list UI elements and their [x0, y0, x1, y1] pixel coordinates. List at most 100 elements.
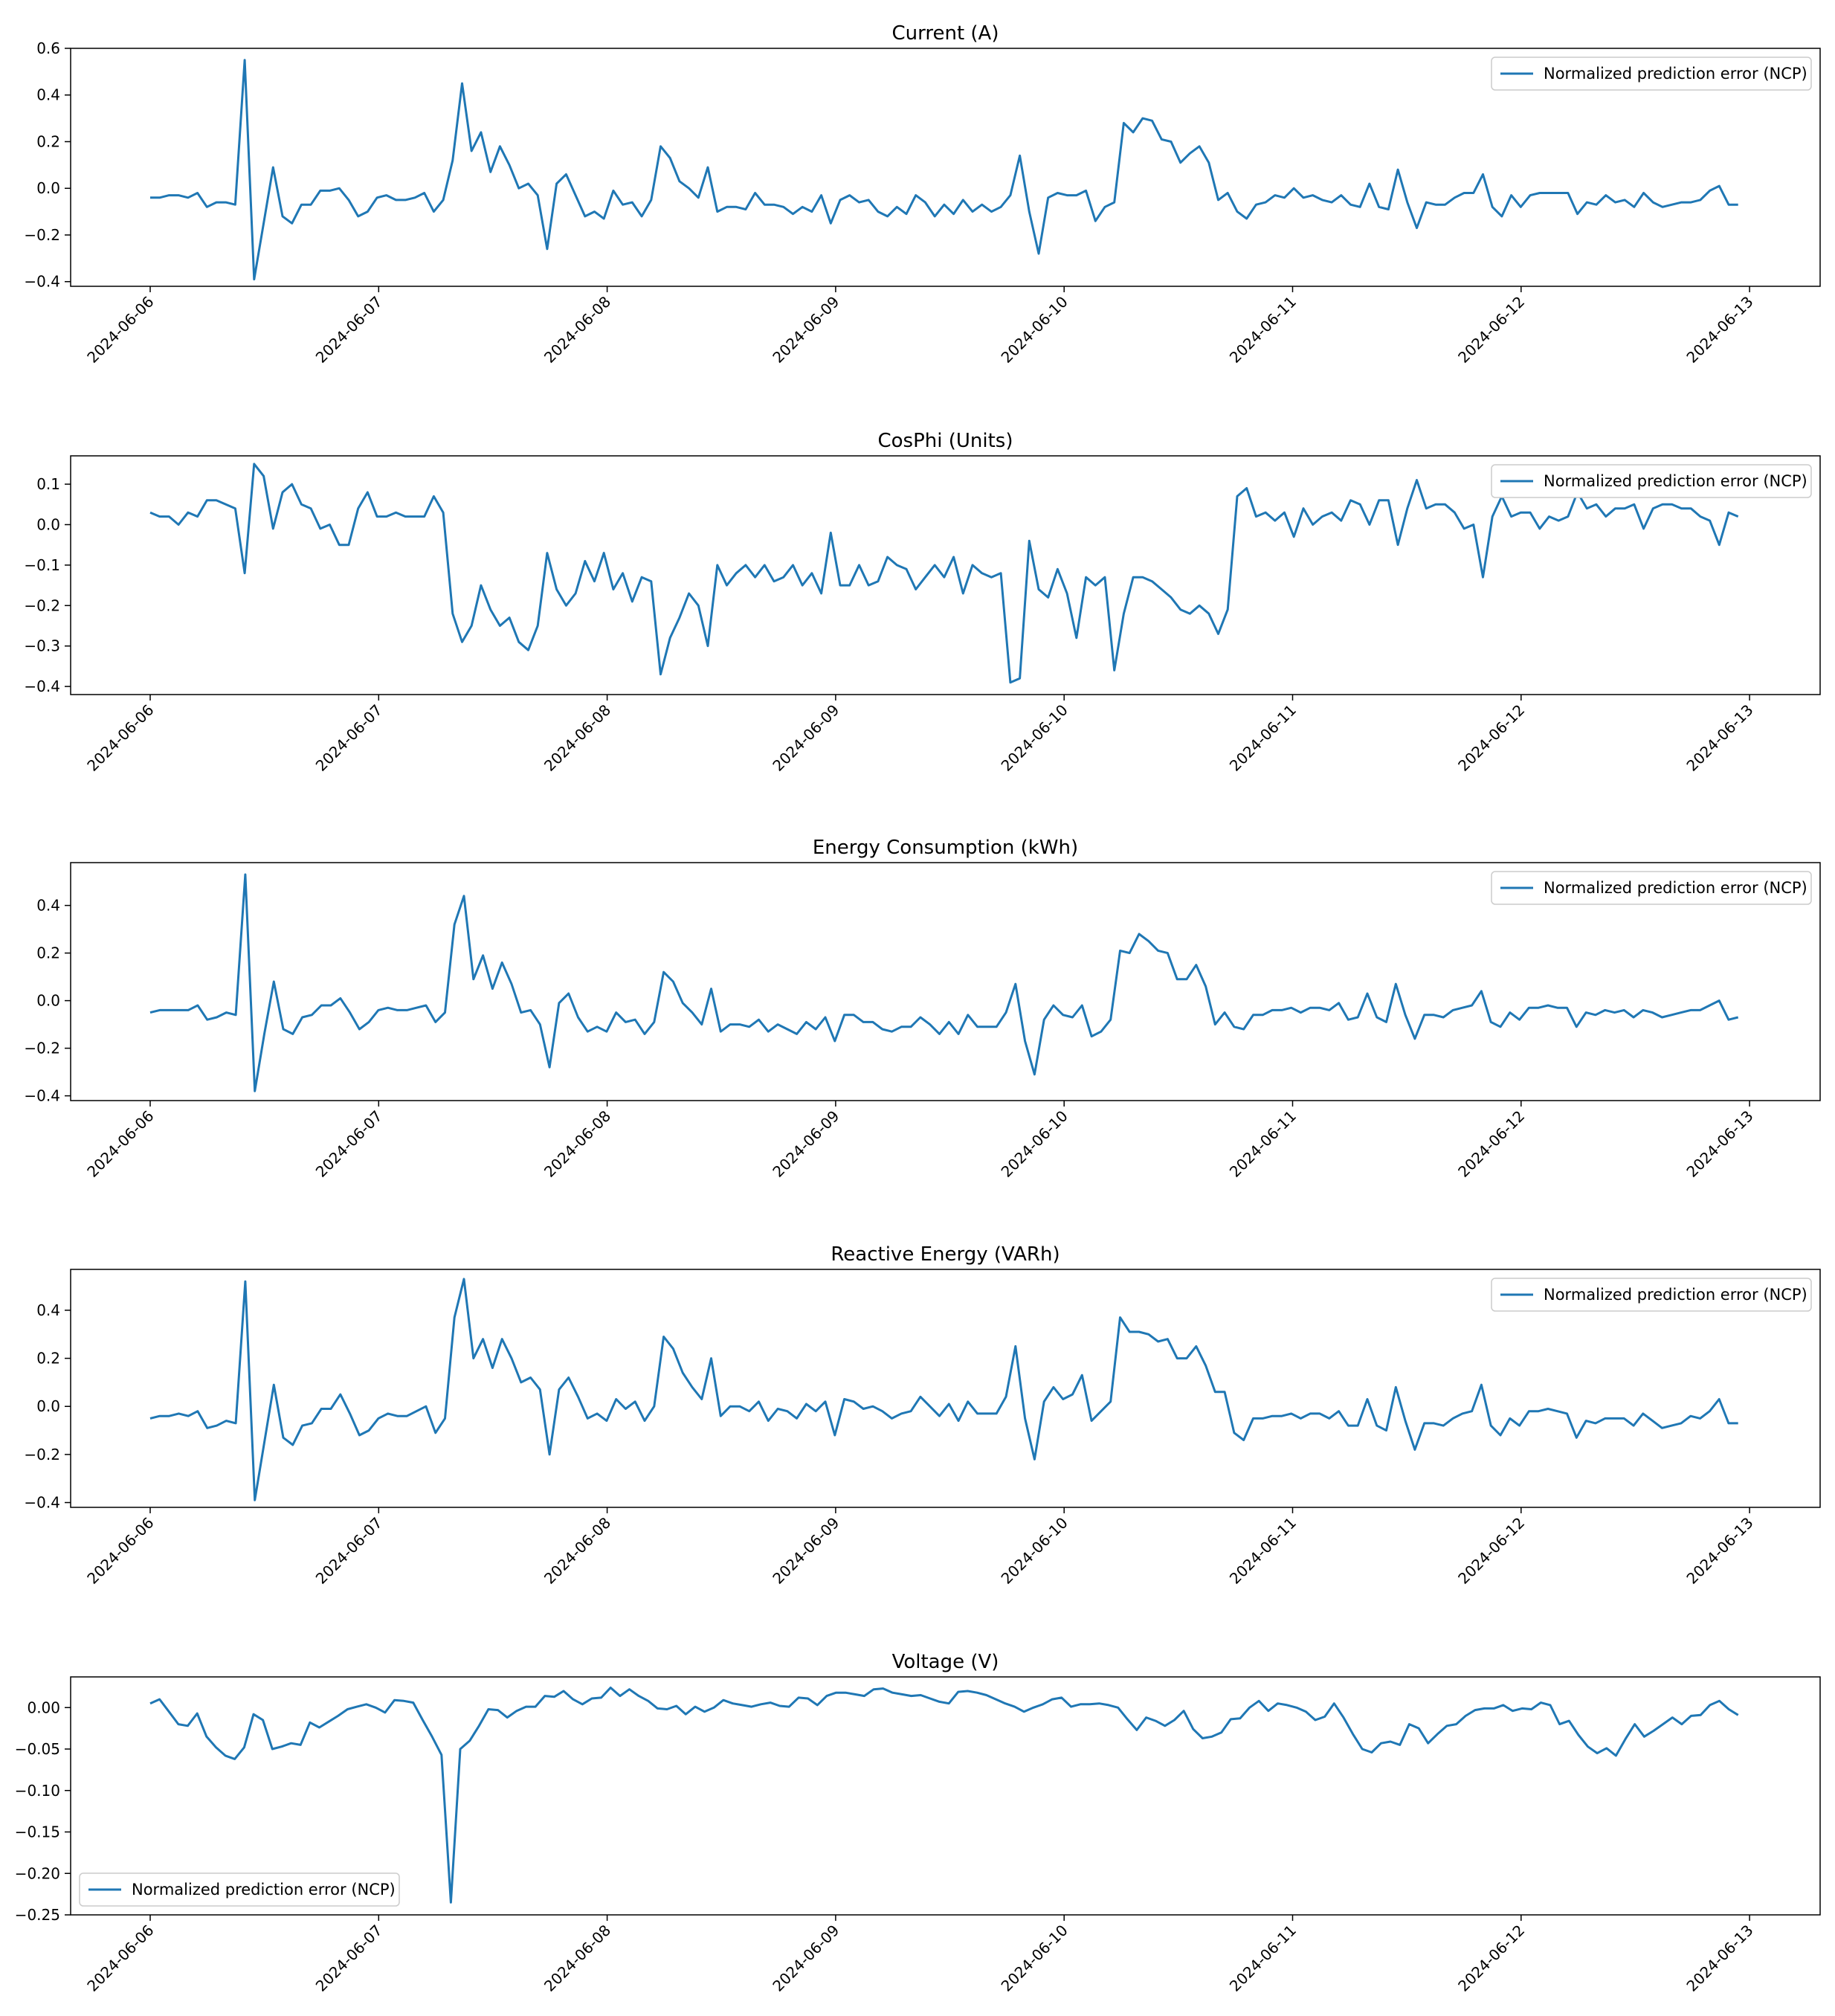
y-tick-label: 0.1 [36, 475, 60, 493]
x-tick-label: 2024-06-07 [312, 293, 386, 367]
x-tick-label: 2024-06-08 [541, 293, 614, 367]
x-tick-label: 2024-06-13 [1683, 701, 1756, 775]
legend-box [1491, 57, 1812, 91]
series-line-1 [149, 1278, 1738, 1501]
x-tick-label: 2024-06-09 [769, 293, 842, 367]
x-tick-label: 2024-06-13 [1683, 1922, 1756, 1995]
series-line-1 [149, 873, 1739, 1092]
legend-label: Normalized prediction error (NCP) [1544, 472, 1807, 490]
legend-label: Normalized prediction error (NCP) [1544, 1286, 1807, 1304]
x-tick-label: 2024-06-13 [1683, 1107, 1756, 1181]
series-line-1 [149, 1687, 1739, 1904]
x-tick-label: 2024-06-06 [83, 1107, 157, 1181]
axes-frame [70, 455, 1821, 695]
legend: Normalized prediction error (NCP) [1491, 1278, 1812, 1312]
x-tick-label: 2024-06-10 [998, 1107, 1071, 1181]
y-tick-label: 0.2 [36, 944, 60, 962]
subplot-2: CosPhi (Units) −0.4 −0.3 −0.2 −0.1 0.0 0.1 2024… [24, 430, 1821, 775]
chart-title: Voltage (V) [892, 1651, 999, 1673]
y-tick-label: −0.3 [24, 637, 60, 655]
y-tick-label: −0.4 [24, 1087, 60, 1105]
legend-box [1491, 1278, 1812, 1312]
series-line-1 [149, 463, 1739, 684]
y-tick-label: 0.2 [36, 1350, 60, 1368]
legend-label: Normalized prediction error (NCP) [1544, 65, 1807, 83]
y-tick-label: 0.00 [27, 1698, 60, 1716]
x-tick-label: 2024-06-13 [1683, 293, 1756, 367]
y-tick-label: −0.25 [15, 1906, 60, 1924]
chart-title: Energy Consumption (kWh) [813, 837, 1078, 859]
subplot-3: Energy Consumption (kWh) −0.4 −0.2 0.0 0.2 0.… [24, 837, 1821, 1181]
x-tick-label: 2024-06-06 [83, 701, 157, 775]
x-tick-label: 2024-06-11 [1226, 1107, 1300, 1181]
y-tick-label: 0.4 [36, 86, 60, 104]
subplot-4: Reactive Energy (VARh) −0.4 −0.2 0.0 0.2 0.4 2… [24, 1243, 1821, 1588]
subplot-5: Voltage (V) −0.25 −0.20 −0.15 −0.10 −0.05 0.00… [15, 1651, 1821, 1995]
x-tick-label: 2024-06-07 [312, 1922, 386, 1995]
axes-frame [70, 48, 1821, 287]
x-tick-label: 2024-06-11 [1226, 1922, 1300, 1995]
legend-box [1491, 464, 1812, 498]
y-tick-label: 0.0 [36, 992, 60, 1010]
x-tick-label: 2024-06-07 [312, 1514, 386, 1588]
y-tick-label: 0.2 [36, 132, 60, 150]
y-tick-label: 0.4 [36, 897, 60, 915]
legend: Normalized prediction error (NCP) [79, 1872, 400, 1907]
y-tick-label: −0.15 [15, 1823, 60, 1841]
x-tick-label: 2024-06-12 [1454, 1514, 1528, 1588]
y-tick-label: 0.4 [36, 1301, 60, 1319]
chart-title: Reactive Energy (VARh) [831, 1243, 1060, 1266]
y-tick-label: −0.10 [15, 1782, 60, 1800]
subplot-1: Current (A) −0.4 −0.2 0.0 0.2 0.4 0.6 2024-06-0… [24, 22, 1821, 367]
y-tick-label: 0.0 [36, 1397, 60, 1415]
x-tick-label: 2024-06-06 [83, 1514, 157, 1588]
x-tick-label: 2024-06-08 [541, 1514, 614, 1588]
axes-frame [70, 1269, 1821, 1508]
x-tick-label: 2024-06-12 [1454, 701, 1528, 775]
x-tick-label: 2024-06-13 [1683, 1514, 1756, 1588]
legend: Normalized prediction error (NCP) [1491, 57, 1812, 91]
y-tick-label: −0.20 [15, 1864, 60, 1882]
x-tick-label: 2024-06-10 [998, 701, 1071, 775]
x-tick-label: 2024-06-10 [998, 1514, 1071, 1588]
y-tick-label: −0.05 [15, 1740, 60, 1758]
x-tick-label: 2024-06-07 [312, 1107, 386, 1181]
legend: Normalized prediction error (NCP) [1491, 464, 1812, 498]
x-tick-label: 2024-06-08 [541, 1107, 614, 1181]
y-tick-label: −0.2 [24, 1040, 60, 1057]
x-tick-label: 2024-06-07 [312, 701, 386, 775]
x-tick-label: 2024-06-12 [1454, 293, 1528, 367]
legend-label: Normalized prediction error (NCP) [132, 1881, 396, 1899]
axes-frame [70, 862, 1821, 1101]
axes-frame [70, 1676, 1821, 1916]
y-tick-label: −0.4 [24, 273, 60, 291]
x-tick-label: 2024-06-10 [998, 293, 1071, 367]
x-tick-label: 2024-06-12 [1454, 1107, 1528, 1181]
x-tick-label: 2024-06-09 [769, 701, 842, 775]
x-tick-label: 2024-06-08 [541, 701, 614, 775]
chart-title: CosPhi (Units) [877, 430, 1013, 452]
legend: Normalized prediction error (NCP) [1491, 871, 1812, 905]
legend-box [79, 1872, 400, 1907]
y-tick-label: −0.4 [24, 1494, 60, 1512]
x-tick-label: 2024-06-06 [83, 293, 157, 367]
y-tick-label: −0.2 [24, 226, 60, 244]
y-tick-label: −0.1 [24, 556, 60, 574]
chart-title: Current (A) [892, 22, 999, 45]
y-tick-label: −0.4 [24, 677, 60, 695]
x-tick-label: 2024-06-11 [1226, 293, 1300, 367]
x-tick-label: 2024-06-09 [769, 1107, 842, 1181]
y-tick-label: −0.2 [24, 596, 60, 614]
series-line-1 [150, 59, 1738, 281]
x-tick-label: 2024-06-06 [83, 1922, 157, 1995]
x-tick-label: 2024-06-12 [1454, 1922, 1528, 1995]
x-tick-label: 2024-06-11 [1226, 1514, 1300, 1588]
y-tick-label: −0.2 [24, 1446, 60, 1463]
legend-box [1491, 871, 1812, 905]
y-tick-label: 0.0 [36, 515, 60, 533]
y-tick-label: 0.0 [36, 179, 60, 197]
y-tick-label: 0.6 [36, 39, 60, 57]
x-tick-label: 2024-06-11 [1226, 701, 1300, 775]
x-tick-label: 2024-06-08 [541, 1922, 614, 1995]
